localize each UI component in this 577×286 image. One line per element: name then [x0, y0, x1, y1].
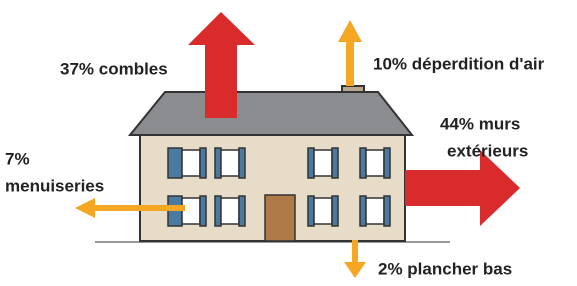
- walls-arrow: [405, 150, 520, 226]
- floor-arrow: [344, 240, 366, 278]
- walls-label: extérieurs: [447, 141, 528, 160]
- roof-label: 37% combles: [60, 59, 168, 78]
- windows-label: 7%: [5, 149, 30, 168]
- floor-label: 2% plancher bas: [378, 259, 512, 278]
- air-label: 10% déperdition d'air: [373, 54, 545, 73]
- diagram: 37% combles 10% déperdition d'air 44% mu…: [0, 0, 577, 281]
- windows-label: menuiseries: [5, 176, 104, 195]
- roof: [130, 92, 412, 135]
- house: [95, 86, 450, 242]
- door: [265, 195, 295, 241]
- walls-label: 44% murs: [440, 114, 520, 133]
- air-arrow: [338, 20, 362, 86]
